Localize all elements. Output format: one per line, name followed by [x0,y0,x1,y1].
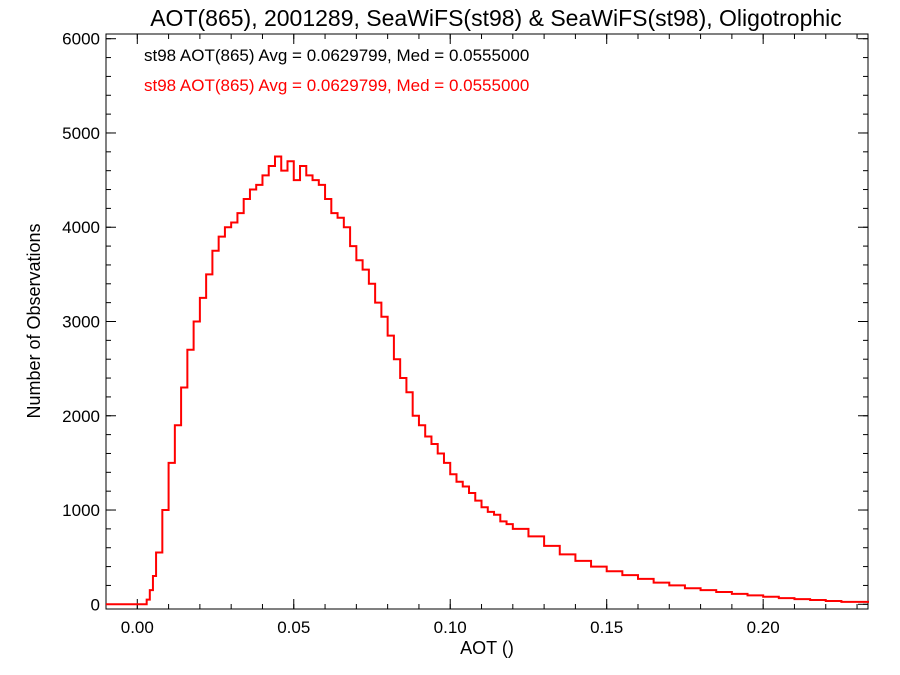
x-tick-label: 0.20 [747,618,780,637]
annotation-black: st98 AOT(865) Avg = 0.0629799, Med = 0.0… [144,46,529,65]
x-tick-label: 0.05 [277,618,310,637]
x-axis-label: AOT () [460,638,514,658]
annotation-red: st98 AOT(865) Avg = 0.0629799, Med = 0.0… [144,76,529,95]
x-tick-label: 0.00 [121,618,154,637]
y-tick-label: 5000 [62,124,100,143]
y-tick-label: 2000 [62,407,100,426]
y-tick-label: 0 [91,595,100,614]
x-tick-label: 0.10 [434,618,467,637]
y-tick-label: 1000 [62,501,100,520]
plot-area: 0.00 0.05 0.10 0.15 0.20 0 1000 2000 3000 4000 500… [62,30,869,637]
x-tick-label: 0.15 [590,618,623,637]
histogram-series-line [106,155,869,606]
y-axis-label: Number of Observations [24,223,44,418]
y-tick-label: 3000 [62,313,100,332]
chart-title: AOT(865), 2001289, SeaWiFS(st98) & SeaWi… [150,5,842,31]
y-tick-label: 4000 [62,218,100,237]
y-tick-label: 6000 [62,30,100,49]
